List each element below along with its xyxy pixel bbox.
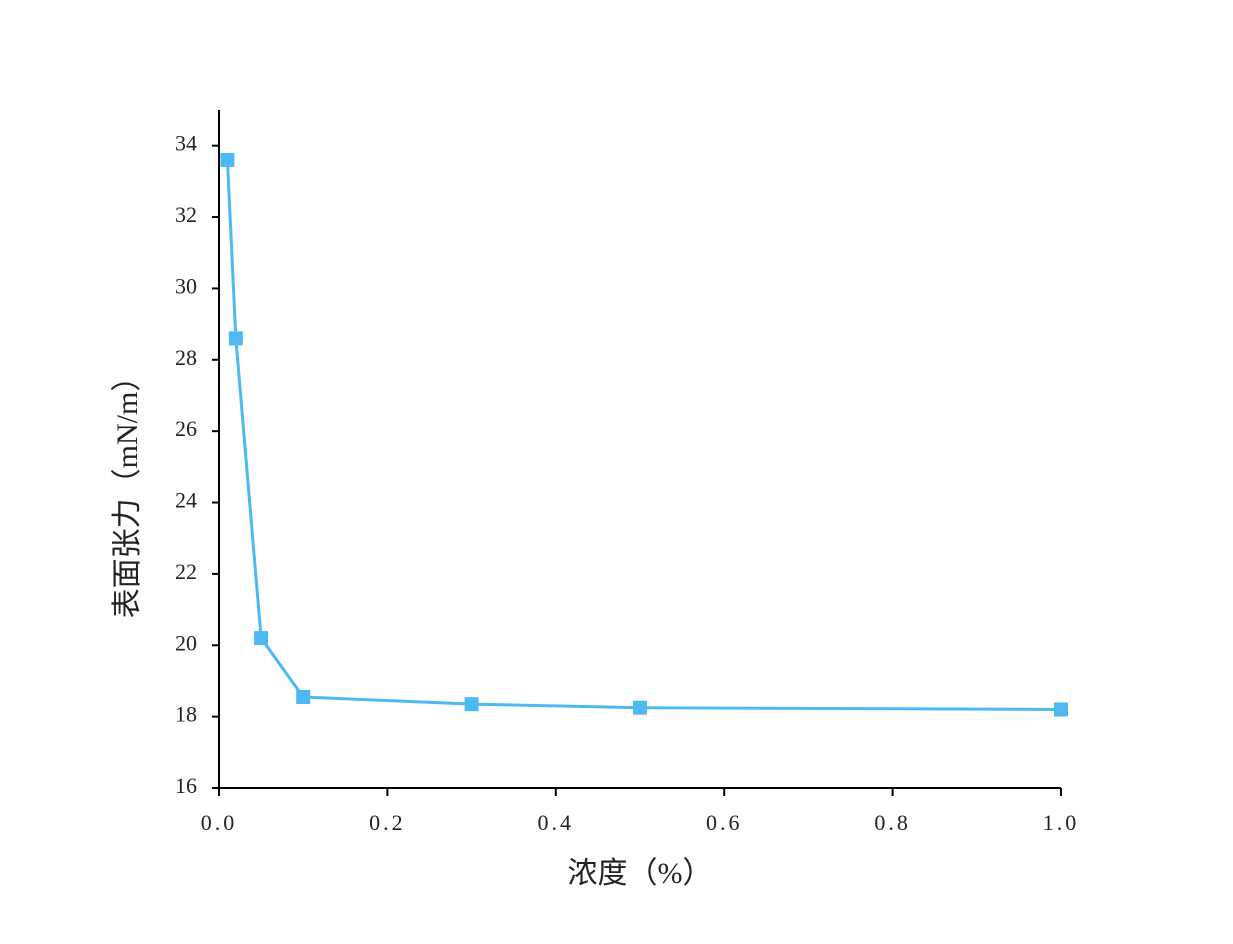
data-line — [225, 159, 1062, 711]
x-tick-label: 0.2 — [369, 810, 406, 835]
x-tick-label: 0.0 — [201, 810, 238, 835]
y-tick-label: 20 — [175, 630, 197, 655]
data-point — [464, 697, 479, 712]
data-point — [220, 152, 235, 167]
y-tick-label: 34 — [175, 131, 197, 156]
data-point — [296, 690, 311, 705]
data-point — [633, 700, 647, 715]
y-tick-label: 22 — [175, 559, 197, 584]
data-point — [1054, 702, 1068, 717]
y-tick-label: 24 — [175, 488, 197, 513]
y-tick-label: 26 — [175, 416, 197, 441]
y-tick-label: 18 — [175, 702, 197, 727]
x-tick-label: 1.0 — [1043, 810, 1080, 835]
y-tick-label: 16 — [175, 773, 197, 798]
data-point — [254, 631, 269, 646]
x-tick-label: 0.8 — [874, 810, 911, 835]
y-tick-label: 30 — [175, 273, 197, 298]
y-tick-label: 32 — [175, 202, 197, 227]
y-axis-title: 表面张力（mN/m） — [111, 362, 144, 619]
y-tick-label: 28 — [175, 345, 197, 370]
x-axis-title: 浓度（%） — [568, 857, 713, 890]
x-tick-label: 0.4 — [538, 810, 575, 835]
x-tick-label: 0.6 — [706, 810, 743, 835]
data-point — [228, 331, 243, 346]
